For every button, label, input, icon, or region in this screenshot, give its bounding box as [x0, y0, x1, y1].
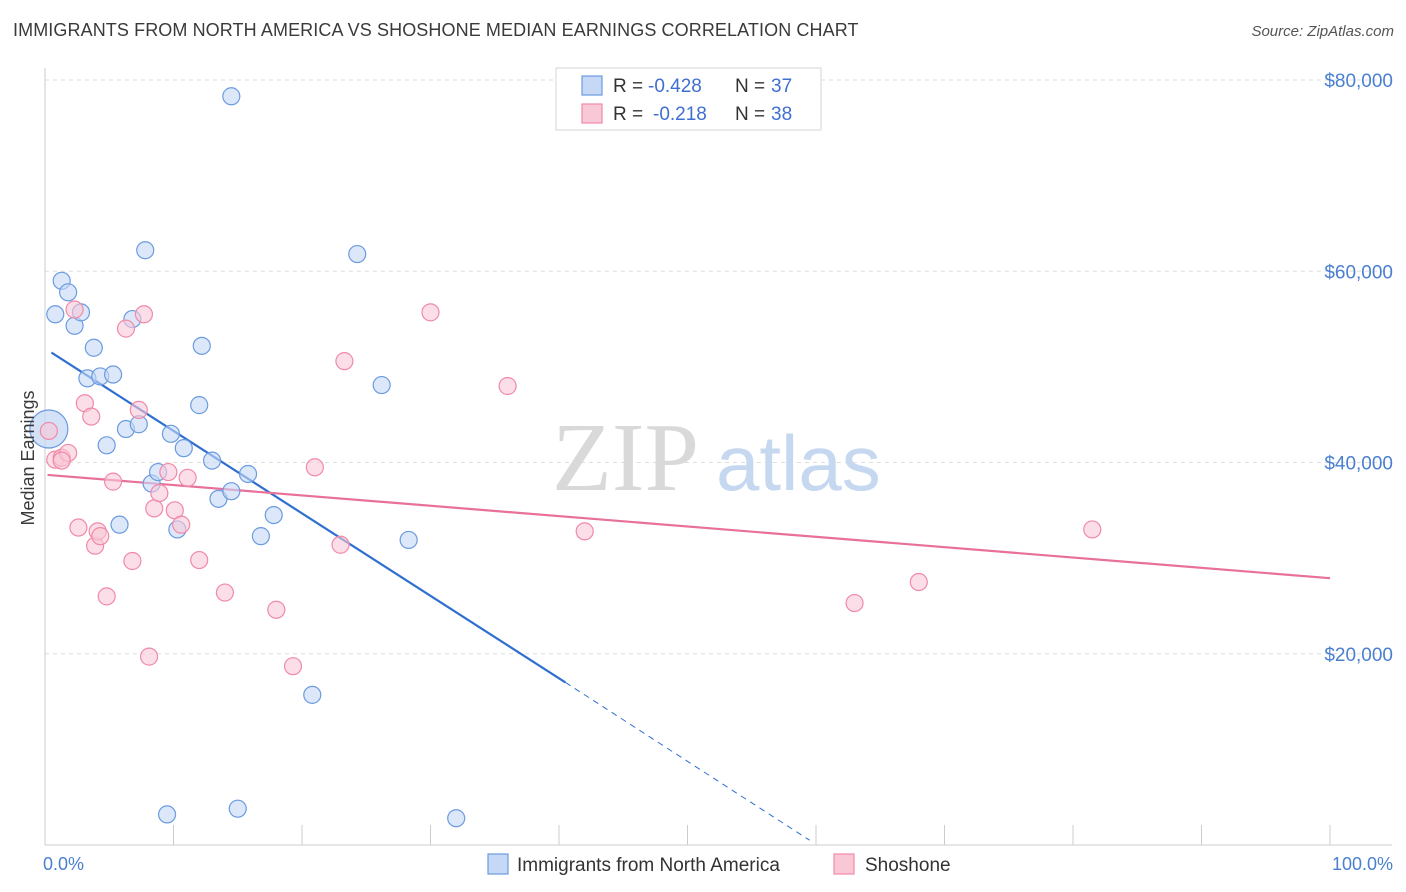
point-shoshone: [498, 376, 517, 396]
point-immigrants: [161, 424, 181, 443]
point-shoshone: [139, 647, 159, 666]
legend-r-value-1: -0.428: [648, 76, 702, 97]
y-axis-label: Median Earnings: [18, 390, 38, 525]
point-shoshone: [172, 515, 191, 534]
data-points: [29, 87, 1102, 828]
point-shoshone: [178, 468, 197, 487]
point-shoshone: [129, 400, 148, 420]
point-immigrants: [136, 241, 155, 260]
point-immigrants: [222, 482, 241, 501]
point-shoshone: [39, 421, 58, 441]
point-immigrants: [104, 365, 123, 384]
chart-title: IMMIGRANTS FROM NORTH AMERICA VS SHOSHON…: [13, 20, 859, 40]
bottom-legend-label-2: Shoshone: [865, 855, 951, 876]
point-shoshone: [97, 587, 116, 606]
y-tick-label: $40,000: [1324, 454, 1393, 475]
legend-swatch-blue: [581, 75, 603, 96]
source-label: Source: ZipAtlas.com: [1251, 23, 1394, 40]
watermark-zip: ZIP: [552, 404, 699, 512]
bottom-legend-swatch-pink: [833, 853, 855, 875]
y-tick-label: $60,000: [1324, 262, 1393, 283]
point-shoshone: [52, 451, 71, 470]
point-immigrants: [190, 396, 209, 415]
point-immigrants: [228, 799, 247, 818]
point-shoshone: [305, 458, 324, 477]
series-legend: Immigrants from North America Shoshone: [487, 853, 951, 876]
point-shoshone: [421, 303, 440, 322]
stats-legend: R = -0.428 N = 37 R = -0.218 N = 38: [555, 67, 822, 131]
point-shoshone: [82, 407, 101, 426]
point-shoshone: [267, 600, 286, 619]
point-immigrants: [59, 283, 78, 302]
point-shoshone: [845, 593, 864, 613]
legend-r-label-2: R =: [613, 104, 643, 125]
point-shoshone: [150, 484, 169, 503]
point-immigrants: [174, 439, 193, 458]
point-shoshone: [65, 300, 84, 319]
point-immigrants: [97, 436, 116, 455]
point-shoshone: [575, 522, 594, 541]
point-shoshone: [104, 472, 123, 491]
point-immigrants: [251, 527, 270, 546]
legend-n-label-1: N =: [735, 76, 765, 97]
legend-r-value-2: -0.218: [653, 104, 707, 125]
trend-line-immigrants-extension: [565, 682, 810, 841]
point-shoshone: [909, 572, 928, 592]
legend-swatch-pink: [581, 103, 603, 124]
legend-n-value-1: 37: [771, 76, 792, 97]
legend-n-label-2: N =: [735, 104, 765, 125]
point-immigrants: [84, 338, 103, 357]
point-immigrants: [46, 305, 65, 324]
point-shoshone: [331, 535, 350, 554]
point-shoshone: [283, 657, 303, 676]
point-shoshone: [215, 583, 234, 602]
point-immigrants: [447, 809, 466, 828]
trend-line-immigrants: [50, 351, 567, 684]
y-tick-label: $20,000: [1324, 645, 1393, 666]
point-shoshone: [190, 550, 209, 570]
point-shoshone: [1083, 520, 1102, 539]
point-immigrants: [264, 505, 283, 525]
y-tick-label: $80,000: [1324, 71, 1393, 92]
point-immigrants: [372, 375, 391, 395]
point-immigrants: [348, 244, 367, 264]
watermark-atlas: atlas: [716, 419, 881, 507]
trend-line-shoshone: [47, 473, 1331, 580]
point-immigrants: [222, 87, 241, 106]
point-immigrants: [238, 464, 258, 484]
point-shoshone: [91, 527, 110, 546]
point-immigrants: [303, 685, 322, 704]
bottom-legend-label-1: Immigrants from North America: [517, 855, 780, 876]
x-tick-label-right: 100.0%: [1332, 854, 1393, 874]
watermark: ZIP atlas: [552, 404, 881, 512]
point-shoshone: [145, 499, 164, 518]
legend-r-label-1: R =: [613, 76, 643, 97]
axes: [44, 68, 1392, 846]
point-shoshone: [116, 319, 136, 338]
point-immigrants: [202, 451, 222, 470]
point-immigrants: [157, 805, 177, 824]
bottom-legend-swatch-blue: [487, 853, 509, 875]
point-shoshone: [123, 551, 142, 571]
point-immigrants: [399, 530, 418, 550]
point-shoshone: [134, 305, 154, 324]
point-immigrants: [192, 336, 211, 355]
point-shoshone: [159, 462, 178, 482]
point-shoshone: [69, 518, 88, 537]
point-shoshone: [335, 352, 354, 371]
legend-n-value-2: 38: [771, 104, 792, 125]
x-tick-label-left: 0.0%: [43, 854, 84, 874]
point-immigrants: [110, 515, 129, 534]
tick-labels: $20,000 $40,000 $60,000 $80,000 0.0% 100.0%: [43, 71, 1393, 874]
